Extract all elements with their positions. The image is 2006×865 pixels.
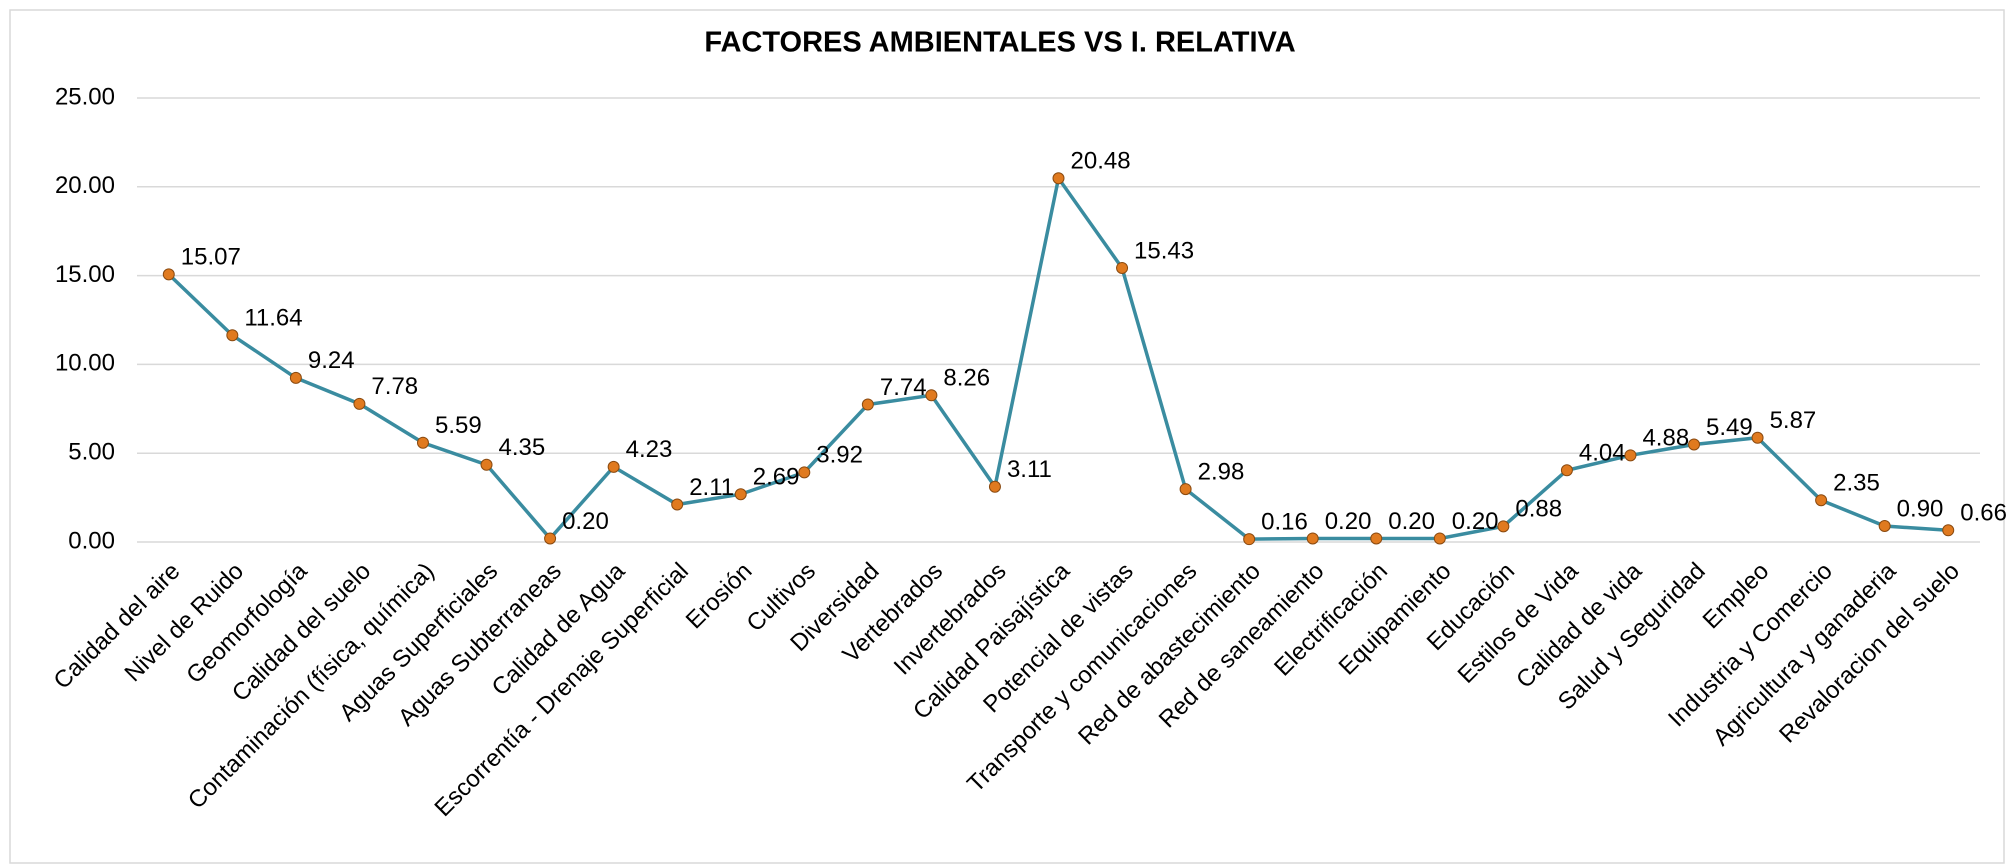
marker bbox=[289, 371, 302, 384]
data-label: 4.88 bbox=[1642, 425, 1689, 452]
data-label: 3.11 bbox=[1007, 456, 1052, 483]
data-label: 5.87 bbox=[1770, 407, 1817, 434]
data-label: 2.11 bbox=[689, 474, 734, 501]
marker bbox=[1052, 172, 1065, 185]
data-label: 2.98 bbox=[1198, 458, 1245, 485]
marker bbox=[1370, 532, 1383, 545]
marker bbox=[1942, 524, 1955, 537]
data-label: 5.49 bbox=[1706, 414, 1753, 441]
data-label: 5.59 bbox=[435, 412, 482, 439]
data-label: 3.92 bbox=[816, 442, 863, 469]
marker bbox=[1878, 520, 1891, 533]
marker bbox=[1243, 533, 1256, 546]
marker bbox=[798, 466, 811, 479]
marker bbox=[988, 480, 1001, 493]
data-label: 0.16 bbox=[1261, 509, 1308, 536]
data-label: 0.20 bbox=[562, 508, 609, 535]
data-label: 8.26 bbox=[943, 365, 990, 392]
data-label: 9.24 bbox=[308, 347, 355, 374]
marker bbox=[353, 397, 366, 410]
data-label: 7.78 bbox=[371, 373, 418, 400]
marker bbox=[671, 498, 684, 511]
marker bbox=[1815, 494, 1828, 507]
data-label: 0.20 bbox=[1388, 508, 1435, 535]
data-label: 15.07 bbox=[181, 244, 241, 271]
data-label: 0.66 bbox=[1960, 500, 2006, 527]
y-tick-label: 0.00 bbox=[68, 527, 115, 554]
marker bbox=[1433, 532, 1446, 545]
marker bbox=[1497, 520, 1510, 533]
y-tick-label: 5.00 bbox=[68, 439, 115, 466]
data-label: 4.04 bbox=[1579, 440, 1626, 467]
y-tick-label: 10.00 bbox=[55, 350, 115, 377]
marker bbox=[544, 532, 557, 545]
marker bbox=[925, 389, 938, 402]
marker bbox=[480, 458, 493, 471]
data-label: 11.64 bbox=[244, 305, 302, 332]
y-tick-label: 15.00 bbox=[55, 261, 115, 288]
marker bbox=[1560, 464, 1573, 477]
data-label: 2.69 bbox=[753, 464, 800, 491]
marker bbox=[1179, 483, 1192, 496]
data-label: 7.74 bbox=[880, 374, 927, 401]
marker bbox=[734, 488, 747, 501]
data-label: 15.43 bbox=[1134, 237, 1194, 264]
data-label: 0.90 bbox=[1897, 495, 1944, 522]
marker bbox=[162, 268, 175, 281]
data-label: 4.35 bbox=[499, 434, 546, 461]
data-label: 20.48 bbox=[1071, 148, 1131, 175]
data-label: 2.35 bbox=[1833, 470, 1880, 497]
y-tick-label: 25.00 bbox=[55, 83, 115, 110]
marker bbox=[1624, 449, 1637, 462]
marker bbox=[607, 460, 620, 473]
marker bbox=[1751, 431, 1764, 444]
data-label: 0.20 bbox=[1325, 508, 1372, 535]
marker bbox=[1688, 438, 1701, 451]
marker bbox=[861, 398, 874, 411]
chart-title: FACTORES AMBIENTALES VS I. RELATIVA bbox=[704, 27, 1295, 59]
marker bbox=[1116, 261, 1129, 274]
data-label: 0.20 bbox=[1452, 508, 1499, 535]
marker bbox=[226, 329, 239, 342]
marker bbox=[416, 436, 429, 449]
data-label: 4.23 bbox=[626, 436, 673, 463]
data-label: 0.88 bbox=[1515, 496, 1562, 523]
marker bbox=[1306, 532, 1319, 545]
y-tick-label: 20.00 bbox=[55, 172, 115, 199]
